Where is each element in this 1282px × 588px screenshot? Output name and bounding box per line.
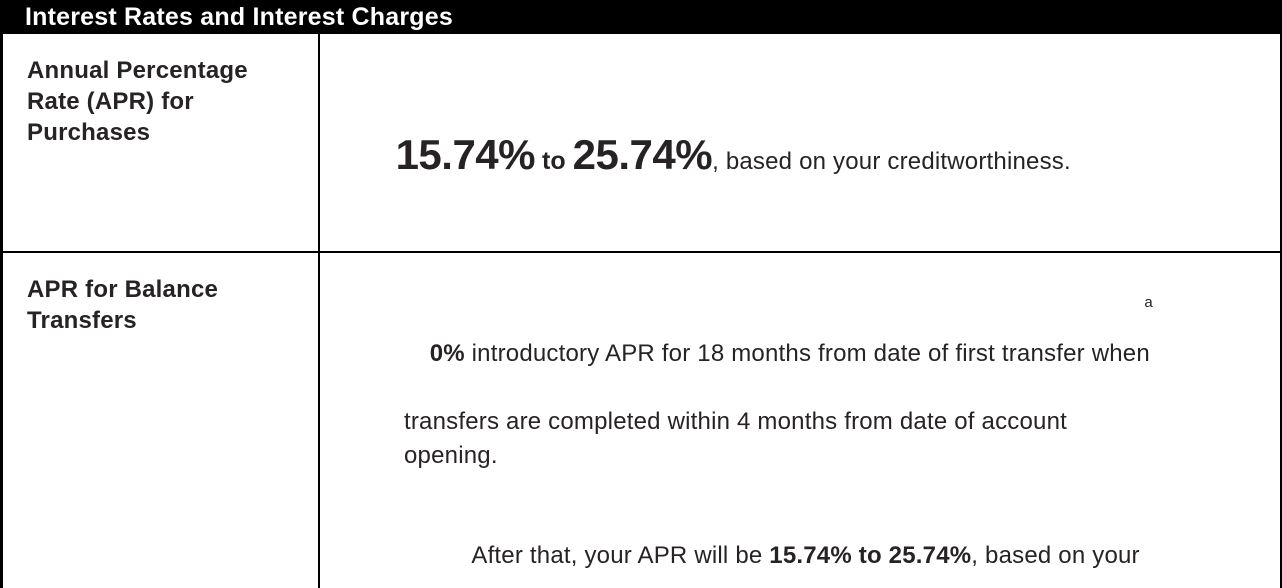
purchase-apr-low: 15.74% — [395, 131, 536, 178]
row-label-purchase-apr: Annual Percentage Rate (APR) for Purchas… — [3, 34, 320, 253]
label-line: Transfers — [27, 307, 137, 334]
intro-apr-line-1: 0% introductory APR for 18 months from d… — [361, 303, 1280, 405]
purchase-apr-suffix: , based on your creditworthiness. — [712, 148, 1071, 175]
purchase-apr-rate-line: 15.74% to 25.74%, based on your creditwort… — [360, 86, 1280, 234]
label-line: APR for Balance — [27, 276, 219, 303]
intro-apr-line-2: transfers are completed within 4 months … — [404, 408, 1067, 435]
table-header-bar: Interest Rates and Interest Charges — [0, 0, 1282, 34]
label-line: Annual Percentage — [27, 57, 248, 84]
label-line: Purchases — [27, 119, 151, 146]
interest-rates-table: Annual Percentage Rate (APR) for Purchas… — [0, 34, 1282, 588]
rate-connector: to — [542, 147, 566, 175]
after-prefix: After that, your APR will be — [471, 542, 770, 569]
table-title: Interest Rates and Interest Charges — [25, 2, 453, 31]
footnote-marker: a — [1144, 294, 1153, 311]
purchase-apr-high: 25.74% — [572, 131, 713, 178]
intro-apr-line-3: opening. — [404, 442, 498, 469]
row-label-balance-transfer-apr: APR for Balance Transfers — [3, 253, 320, 588]
intro-apr-paragraph: 0% introductory APR for 18 months from d… — [320, 303, 1280, 473]
after-intro-line-1: After that, your APR will be 15.74% to 2… — [404, 505, 1280, 588]
intro-apr-rate: 0% — [429, 340, 465, 367]
cell-purchase-apr: 15.74% to 25.74%, based on your creditwort… — [320, 34, 1280, 332]
intro-apr-text: introductory APR for 18 months from date… — [464, 340, 1150, 367]
after-rate-range: 15.74% to 25.74% — [769, 542, 972, 569]
label-line: Rate (APR) for — [27, 88, 194, 115]
cell-balance-transfer-apr: 0% introductory APR for 18 months from d… — [320, 253, 1280, 588]
after-intro-paragraph: After that, your APR will be 15.74% to 2… — [320, 505, 1280, 588]
after-suffix: , based on your — [971, 542, 1140, 569]
